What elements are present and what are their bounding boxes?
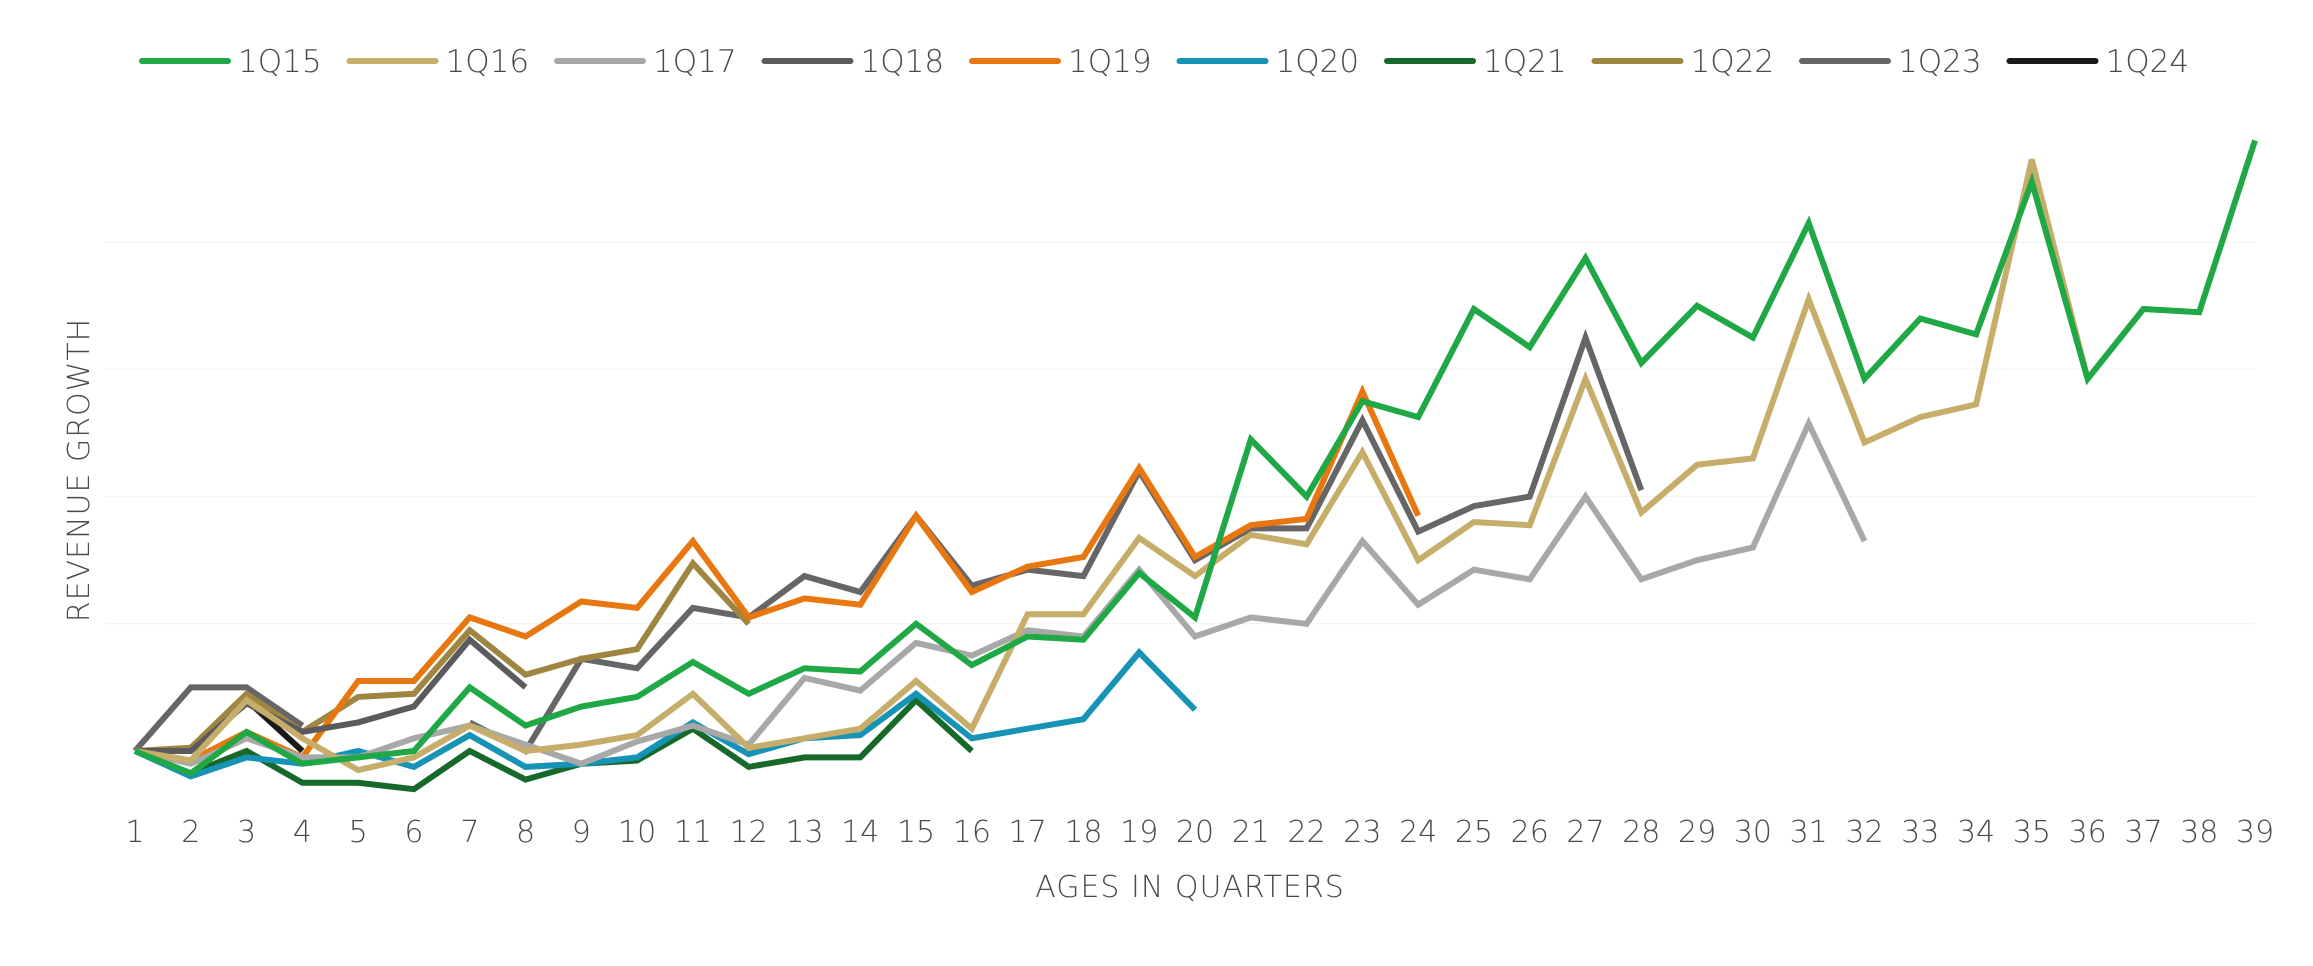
- legend-label-1q17: 1Q17: [653, 44, 737, 80]
- x-tick-label: 28: [1622, 815, 1660, 850]
- legend-label-1q21: 1Q21: [1483, 44, 1567, 80]
- legend: 1Q15 1Q16 1Q17 1Q18 1Q19 1Q20 1Q21 1Q22 1Q23 1Q24: [139, 44, 2190, 80]
- x-tick-label: 30: [1734, 815, 1772, 850]
- x-tick-label: 23: [1343, 815, 1381, 850]
- x-tick-label: 33: [1901, 815, 1939, 850]
- grid-layer: [105, 241, 2255, 625]
- legend-label-1q23: 1Q23: [1898, 44, 1982, 80]
- legend-label-1q24: 1Q24: [2106, 44, 2190, 80]
- x-tick-label: 27: [1566, 815, 1604, 850]
- x-tick-labels: 1 2 3 4 5 6 7 8 9 10 11 12 13 14 15 16 17 18 19 20 21 22 23 24 2…: [125, 815, 2274, 850]
- series-line-1q15: [133, 139, 2258, 777]
- series-line-1q23-seg2: [468, 328, 1645, 755]
- series-line-1q19: [134, 384, 1421, 764]
- x-tick-label: 31: [1790, 815, 1828, 850]
- series-line-1q22: [134, 558, 751, 754]
- x-tick-label: 20: [1176, 815, 1214, 850]
- series-line-1q18: [135, 635, 528, 754]
- x-tick-label: 10: [618, 815, 656, 850]
- x-tick-label: 5: [349, 815, 368, 850]
- x-tick-label: 1: [125, 815, 144, 850]
- x-tick-label: 2: [181, 815, 200, 850]
- x-tick-label: 34: [1957, 815, 1995, 850]
- x-tick-label: 24: [1399, 815, 1437, 850]
- x-tick-label: 6: [404, 815, 423, 850]
- x-tick-label: 12: [730, 815, 768, 850]
- x-tick-label: 36: [2069, 815, 2107, 850]
- series-line-1q16: [134, 158, 2091, 774]
- x-tick-label: 14: [841, 815, 879, 850]
- legend-label-1q22: 1Q22: [1691, 44, 1775, 80]
- x-tick-label: 18: [1064, 815, 1102, 850]
- x-tick-label: 11: [674, 815, 712, 850]
- x-tick-label: 19: [1120, 815, 1158, 850]
- legend-label-1q20: 1Q20: [1276, 44, 1360, 80]
- x-tick-label: 13: [785, 815, 823, 850]
- x-tick-label: 4: [293, 815, 312, 850]
- x-tick-label: 17: [1009, 815, 1047, 850]
- legend-label-1q19: 1Q19: [1068, 44, 1152, 80]
- x-axis-title: AGES IN QUARTERS: [1035, 870, 1345, 905]
- x-tick-label: 22: [1287, 815, 1325, 850]
- y-axis-title: REVENUE GROWTH: [62, 318, 97, 622]
- x-tick-label: 26: [1511, 815, 1549, 850]
- legend-label-1q15: 1Q15: [238, 44, 322, 80]
- x-tick-label: 29: [1678, 815, 1716, 850]
- x-tick-label: 7: [460, 815, 479, 850]
- x-tick-label: 32: [1845, 815, 1883, 850]
- x-tick-label: 8: [516, 815, 535, 850]
- x-tick-label: 15: [897, 815, 935, 850]
- series-layer: [132, 139, 2258, 793]
- x-tick-label: 39: [2236, 815, 2274, 850]
- x-tick-label: 25: [1455, 815, 1493, 850]
- series-line-1q21: [133, 695, 974, 793]
- x-tick-label: 21: [1232, 815, 1270, 850]
- x-tick-label: 9: [572, 815, 591, 850]
- x-tick-label: 37: [2124, 815, 2162, 850]
- x-tick-label: 38: [2180, 815, 2218, 850]
- x-tick-label: 3: [237, 815, 256, 850]
- x-tick-label: 16: [953, 815, 991, 850]
- legend-label-1q16: 1Q16: [446, 44, 530, 80]
- legend-label-1q18: 1Q18: [861, 44, 945, 80]
- series-line-1q23-seg1: [132, 684, 305, 753]
- x-tick-label: 35: [2013, 815, 2051, 850]
